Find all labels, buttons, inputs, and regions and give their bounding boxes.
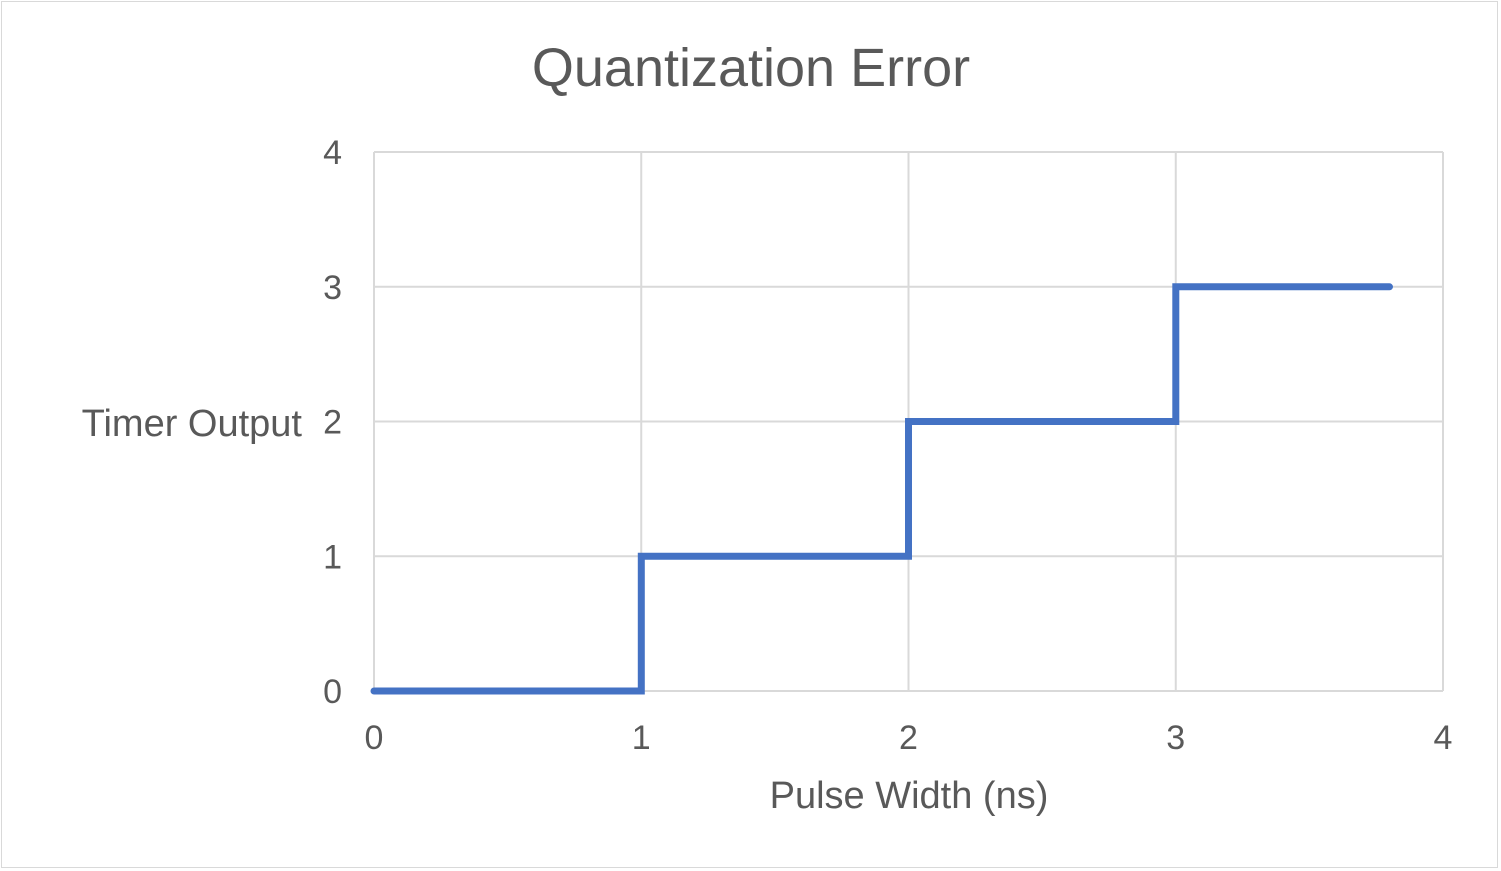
y-tick-label-0: 0 — [323, 673, 342, 711]
x-tick-label-3: 3 — [1166, 719, 1185, 757]
y-tick-label-4: 4 — [323, 134, 342, 172]
series-layer — [370, 283, 1393, 695]
x-tick-label-0: 0 — [365, 719, 384, 757]
y-tick-label-3: 3 — [323, 269, 342, 307]
tick-labels: 0 1 2 3 4 0 1 2 3 4 — [323, 134, 1452, 757]
x-tick-label-4: 4 — [1434, 719, 1453, 757]
y-tick-label-2: 2 — [323, 404, 342, 442]
chart-title: Quantization Error — [532, 38, 970, 98]
y-axis-title: Timer Output — [82, 403, 303, 445]
x-axis-title: Pulse Width (ns) — [770, 775, 1049, 817]
gridlines — [373, 151, 1444, 692]
y-tick-label-1: 1 — [323, 538, 342, 576]
x-tick-label-2: 2 — [899, 719, 918, 757]
x-tick-label-1: 1 — [632, 719, 651, 757]
series-line-0 — [370, 283, 1393, 695]
